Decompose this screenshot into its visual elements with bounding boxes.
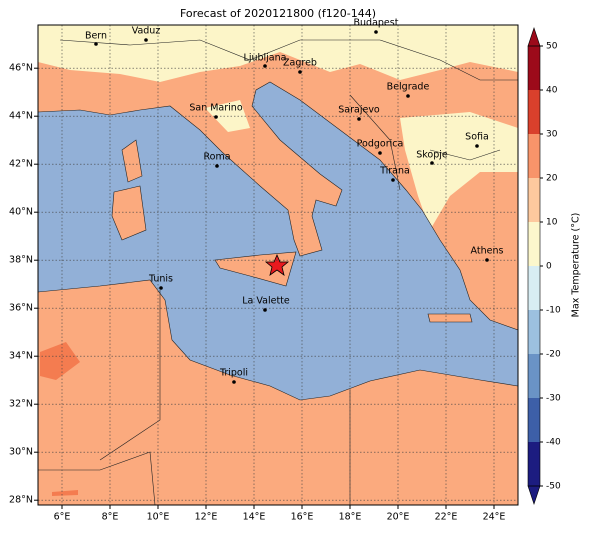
city-marker [378,151,382,155]
city-label: Tripoli [219,368,248,379]
x-tick-label: 22°E [435,512,458,523]
y-tick-label: 42°N [9,159,33,170]
cool-area [400,112,518,230]
colorbar-label: Max Temperature (°C) [571,213,582,318]
graticule [38,25,518,505]
city-label: Belgrade [387,82,430,93]
city-label: Podgorica [357,139,404,150]
city-label: Athens [471,246,504,257]
city-label: Bern [85,31,107,42]
colorbar-bin [528,178,540,222]
city-label: Ljubljana [244,53,287,64]
colorbar-bin [528,354,540,398]
x-tick-label: 20°E [387,512,410,523]
city-label: Sarajevo [338,105,380,116]
colorbar-tick-label: -30 [546,394,561,404]
city-marker [406,94,410,98]
warm-area [40,342,80,380]
cities: Bern Vaduz Budapest Ljubljana Zagreb Bel… [85,18,504,384]
colorbar-tick-label: 10 [546,218,558,228]
y-tick-label: 44°N [9,111,33,122]
colorbar-bin [528,46,540,90]
warm-area [52,490,78,496]
title: Forecast of 2020121800 (f120-144) [180,7,376,20]
city-label: Tunis [148,274,173,285]
city-marker [215,164,219,168]
colorbar-bin [528,134,540,178]
city-label: Sofia [465,132,489,143]
event-marker [264,253,290,276]
city-marker [391,178,395,182]
colorbar-extend [527,27,541,47]
x-tick-label: 10°E [147,512,170,523]
map: Bern Vaduz Budapest Ljubljana Zagreb Bel… [37,18,519,506]
colorbar-bin [528,222,540,266]
y-tick-label: 46°N [9,63,33,74]
x-tick-label: 6°E [54,512,71,523]
y-tick-label: 40°N [9,207,33,218]
city-label: Budapest [354,18,399,29]
colorbar-bin [528,266,540,310]
city-marker [232,380,236,384]
colorbar-tick-label: -40 [546,438,561,448]
y-tick-label: 28°N [9,495,33,506]
city-marker [144,38,148,42]
city-marker [159,286,163,290]
colorbar-tick-label: -10 [546,306,561,316]
map-frame [37,24,519,506]
city-label: Zagreb [283,58,317,69]
city-marker [374,30,378,34]
city-marker [430,161,434,165]
colorbar-tick-label: -50 [546,482,561,492]
x-tick-label: 16°E [291,512,314,523]
colorbar-bin [528,398,540,442]
city-label: San Marino [189,103,242,114]
x-tick-label: 18°E [339,512,362,523]
x-tick-label: 14°E [243,512,266,523]
city-marker [298,70,302,74]
city-marker [485,258,489,262]
island [427,313,473,323]
colorbar-tick-label: 20 [546,174,558,184]
y-tick-label: 30°N [9,447,33,458]
colorbar-extend [527,485,541,505]
city-label: Roma [203,152,230,163]
y-tick-label: 38°N [9,255,33,266]
y-tick-label: 34°N [9,351,33,362]
x-tick-label: 24°E [483,512,506,523]
y-tick-label: 36°N [9,303,33,314]
city-marker [475,144,479,148]
x-tick-label: 12°E [195,512,218,523]
city-marker [214,115,218,119]
colorbar-bin [528,90,540,134]
city-label: Vaduz [132,26,161,37]
colorbar: -50 -40 -30 -20 -10 0 10 20 30 40 50 [527,27,561,505]
border [38,39,518,506]
colorbar-tick-label: 0 [546,262,552,272]
city-marker [263,308,267,312]
city-marker [263,64,267,68]
city-marker [357,117,361,121]
colorbar-bin [528,442,540,486]
y-tick-label: 32°N [9,399,33,410]
colorbar-tick-label: -20 [546,350,561,360]
city-marker [94,42,98,46]
colorbar-tick-label: 40 [546,86,558,96]
city-label: Tirana [379,166,410,177]
colorbar-tick-label: 30 [546,130,558,140]
x-tick-label: 8°E [102,512,119,523]
city-label: La Valette [242,296,290,307]
colorbar-tick-label: 50 [546,42,558,52]
colorbar-bin [528,310,540,354]
city-label: Skopje [416,150,448,161]
